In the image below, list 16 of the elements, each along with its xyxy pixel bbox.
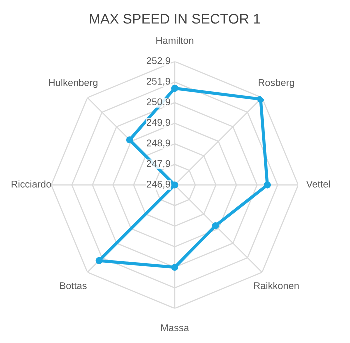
y-tick-label: 252,9	[146, 57, 170, 66]
y-tick-label: 250,9	[146, 98, 170, 107]
spoke-label: Massa	[161, 324, 190, 332]
spoke-label: Rosberg	[258, 79, 294, 88]
y-tick-label: 249,9	[146, 119, 170, 128]
spoke-label: Hamilton	[156, 37, 194, 44]
y-tick-label: 248,9	[146, 140, 170, 148]
spoke-label: Bottas	[60, 282, 87, 290]
y-tick-label: 246,9	[146, 180, 170, 189]
chart-title: MAX SPEED IN SECTOR 1	[90, 14, 260, 24]
y-tick-label: 247,9	[146, 160, 170, 168]
spoke-label: Vettel	[306, 180, 330, 188]
spoke-label: Raikkonen	[254, 282, 299, 290]
spoke-label: Ricciardo	[12, 180, 52, 188]
spoke-label: Hulkenberg	[49, 79, 98, 88]
y-tick-label: 251,9	[146, 78, 170, 86]
